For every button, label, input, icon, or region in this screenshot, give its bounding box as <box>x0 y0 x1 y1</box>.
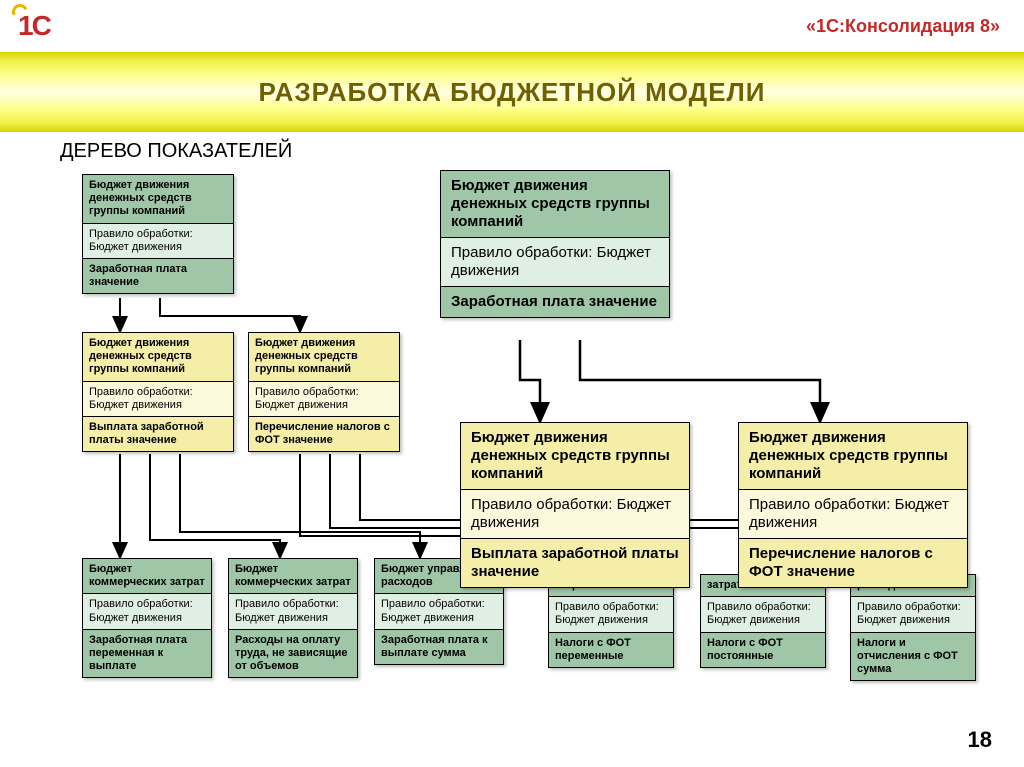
node-value: Перечисление налогов с ФОТ значение <box>249 417 399 451</box>
header-bar: 1C «1С:Консолидация 8» <box>0 0 1024 52</box>
logo: 1C <box>18 10 50 42</box>
node-value: Заработная плата значение <box>441 287 669 317</box>
node-header: Бюджет движения денежных средств группы … <box>249 333 399 382</box>
node-value: Заработная плата к выплате сумма <box>375 630 503 664</box>
node-rule: Правило обработки: Бюджет движения <box>739 490 967 539</box>
node-bottom-1: Бюджет коммерческих затрат Правило обраб… <box>82 558 212 678</box>
node-value: Налоги с ФОТ переменные <box>549 633 673 667</box>
node-rule: Правило обработки: Бюджет движения <box>851 597 975 632</box>
node-value: Расходы на оплату труда, не зависящие от… <box>229 630 357 678</box>
node-rule: Правило обработки: Бюджет движения <box>249 382 399 417</box>
node-rule: Правило обработки: Бюджет движения <box>375 594 503 629</box>
node-bottom-4: затрат Правило обработки: Бюджет движени… <box>548 574 674 668</box>
node-header: Бюджет движения денежных средств группы … <box>739 423 967 490</box>
node-header: Бюджет движения денежных средств группы … <box>83 175 233 224</box>
node-bottom-2: Бюджет коммерческих затрат Правило обраб… <box>228 558 358 678</box>
node-bottom-6: расходов Правило обработки: Бюджет движе… <box>850 574 976 681</box>
title-band: РАЗРАБОТКА БЮДЖЕТНОЙ МОДЕЛИ <box>0 52 1024 132</box>
node-value: Выплата заработной платы значение <box>83 417 233 451</box>
node-root-big: Бюджет движения денежных средств группы … <box>440 170 670 318</box>
node-value: Заработная плата переменная к выплате <box>83 630 211 678</box>
node-rule: Правило обработки: Бюджет движения <box>83 224 233 259</box>
node-rule: Правило обработки: Бюджет движения <box>461 490 689 539</box>
node-header: Бюджет коммерческих затрат <box>229 559 357 594</box>
node-rule: Правило обработки: Бюджет движения <box>83 594 211 629</box>
node-value: Перечисление налогов с ФОТ значение <box>739 539 967 587</box>
node-mid-big2: Бюджет движения денежных средств группы … <box>738 422 968 588</box>
node-mid-left2: Бюджет движения денежных средств группы … <box>248 332 400 452</box>
tree-label: ДЕРЕВО ПОКАЗАТЕЛЕЙ <box>60 140 1004 163</box>
node-header: Бюджет коммерческих затрат <box>83 559 211 594</box>
node-root-small: Бюджет движения денежных средств группы … <box>82 174 234 294</box>
node-header: Бюджет движения денежных средств группы … <box>461 423 689 490</box>
diagram-area: ДЕРЕВО ПОКАЗАТЕЛЕЙ Бюджет движения денеж… <box>60 140 1004 757</box>
logo-1c-icon: 1C <box>18 10 50 42</box>
page-title: РАЗРАБОТКА БЮДЖЕТНОЙ МОДЕЛИ <box>259 77 766 108</box>
node-header: Бюджет движения денежных средств группы … <box>83 333 233 382</box>
node-value: Налоги и отчисления с ФОТ сумма <box>851 633 975 681</box>
product-name: «1С:Консолидация 8» <box>806 16 1000 37</box>
node-value: Заработная плата значение <box>83 259 233 293</box>
page-number: 18 <box>968 727 992 753</box>
node-rule: Правило обработки: Бюджет движения <box>441 238 669 287</box>
node-bottom-5: затрат Правило обработки: Бюджет движени… <box>700 574 826 668</box>
node-rule: Правило обработки: Бюджет движения <box>701 597 825 632</box>
node-value: Налоги с ФОТ постоянные <box>701 633 825 667</box>
node-rule: Правило обработки: Бюджет движения <box>549 597 673 632</box>
node-mid-left: Бюджет движения денежных средств группы … <box>82 332 234 452</box>
node-mid-big1: Бюджет движения денежных средств группы … <box>460 422 690 588</box>
node-value: Выплата заработной платы значение <box>461 539 689 587</box>
node-rule: Правило обработки: Бюджет движения <box>83 382 233 417</box>
node-rule: Правило обработки: Бюджет движения <box>229 594 357 629</box>
node-header: Бюджет движения денежных средств группы … <box>441 171 669 238</box>
